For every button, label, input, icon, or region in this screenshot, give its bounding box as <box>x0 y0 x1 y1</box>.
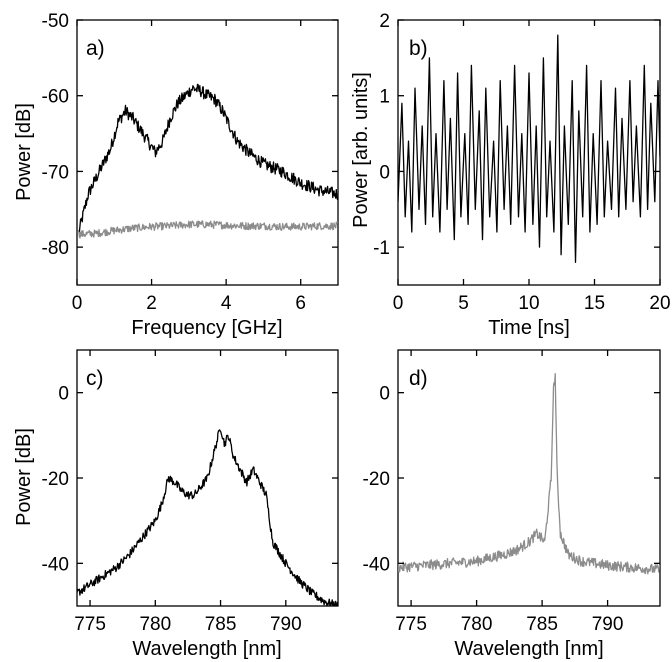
panel-a-ytick-label: -80 <box>42 238 69 259</box>
panel-c-xtick-label: 780 <box>139 614 171 635</box>
panel-a-label: a) <box>86 37 105 60</box>
panel-c-xlabel: Wavelength [nm] <box>132 638 281 660</box>
panel-d-ytick-label: -20 <box>363 469 390 490</box>
panel-a-ylabel: Power [dB] <box>13 103 35 201</box>
panel-a-xtick-label: 2 <box>146 293 157 314</box>
panel-d-ytick-label: 0 <box>379 384 390 405</box>
panel-b-label: b) <box>409 37 428 60</box>
panel-a: 0 2 4 6 -80 -70 -60 -50 a) Frequency [GHz] Powe… <box>13 11 339 339</box>
panel-c-ytick-label: -40 <box>42 554 69 575</box>
panel-d: 775 780 785 790 -40 -20 0 d) Wavelength [nm] <box>363 349 661 660</box>
panel-d-xtick-label: 785 <box>526 614 558 635</box>
panel-d-series-1-line <box>398 372 660 575</box>
panel-b-xtick-label: 10 <box>518 293 539 314</box>
panel-b-ytick-label: 0 <box>379 162 390 183</box>
panel-a-frame <box>76 19 339 286</box>
panel-d-ytick-label: -40 <box>363 554 390 575</box>
panel-b-ytick-label: 1 <box>379 87 390 108</box>
panel-b-ylabel: Power [arb. units] <box>350 72 372 228</box>
panel-b-series-1-line <box>398 34 660 263</box>
panel-b-xtick-label: 0 <box>393 293 404 314</box>
panel-c: 775 780 785 790 -40 -20 0 c) Wavelength [nm] P… <box>13 349 339 660</box>
panel-a-xlabel: Frequency [GHz] <box>131 317 282 339</box>
panel-a-ytick-label: -60 <box>42 87 69 108</box>
panel-c-ytick-label: -20 <box>42 469 69 490</box>
panel-a-xtick-label: 4 <box>221 293 232 314</box>
panel-d-xtick-label: 790 <box>592 614 624 635</box>
panel-a-series-1-line <box>78 83 338 233</box>
panel-a-series-2-line <box>78 220 338 239</box>
panel-c-label: c) <box>86 367 104 390</box>
panel-a-ytick-label: -70 <box>42 162 69 183</box>
panel-c-xtick-label: 785 <box>205 614 237 635</box>
panel-b-ytick-label: 2 <box>379 11 390 32</box>
panel-d-label: d) <box>409 367 428 390</box>
panel-c-ylabel: Power [dB] <box>13 428 35 526</box>
panel-d-xlabel: Wavelength [nm] <box>454 638 603 660</box>
panel-a-ytick-label: -50 <box>42 11 69 32</box>
panel-a-xtick-label: 6 <box>295 293 306 314</box>
panel-b: 0 5 10 15 20 -1 0 1 2 b) Time [ns] Power [arb. u… <box>350 11 671 339</box>
panel-d-xtick-label: 780 <box>461 614 493 635</box>
panel-c-xtick-label: 775 <box>74 614 106 635</box>
panel-c-xtick-label: 790 <box>270 614 302 635</box>
panel-a-xtick-label: 0 <box>72 293 83 314</box>
panel-b-xtick-label: 20 <box>649 293 670 314</box>
panel-c-frame <box>76 349 339 607</box>
panel-b-xlabel: Time [ns] <box>488 317 570 339</box>
panel-c-series-1-line <box>77 429 338 606</box>
panel-c-ytick-label: 0 <box>58 384 69 405</box>
panel-d-xtick-label: 775 <box>395 614 427 635</box>
panel-b-xtick-label: 15 <box>584 293 605 314</box>
panel-b-xtick-label: 5 <box>458 293 469 314</box>
panel-b-ytick-label: -1 <box>373 238 390 259</box>
